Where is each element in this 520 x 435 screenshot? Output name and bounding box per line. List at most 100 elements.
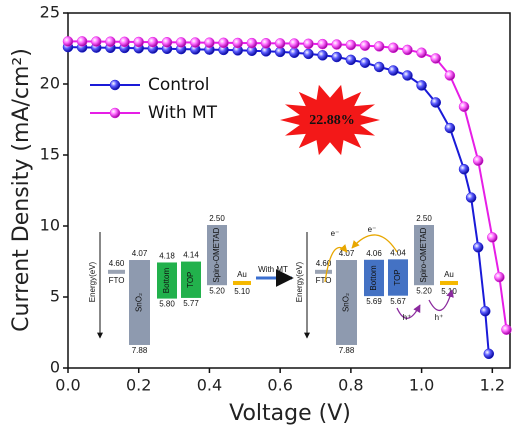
layer-box — [388, 259, 408, 296]
data-point — [444, 70, 456, 81]
legend-label: Control — [148, 75, 209, 95]
data-point — [289, 38, 300, 49]
y-tick-label: 20 — [40, 74, 60, 93]
x-axis-label: Voltage (V) — [229, 401, 351, 426]
layer-box — [181, 261, 201, 298]
x-tick-label: 0.8 — [338, 376, 363, 395]
x-tick-label: 1.2 — [480, 376, 505, 395]
data-point — [359, 57, 371, 68]
layer-name: FTO — [316, 276, 332, 285]
level-value: 4.06 — [366, 249, 382, 258]
x-tick-label: 0.0 — [55, 376, 80, 395]
carrier-label: e⁻ — [368, 225, 377, 234]
data-point — [260, 37, 272, 49]
plot-frame — [67, 12, 511, 369]
data-point — [402, 70, 413, 81]
level-value: 4.07 — [339, 249, 355, 258]
level-value: 4.18 — [159, 252, 175, 261]
data-point — [373, 41, 385, 52]
arrow-label: With MT — [258, 265, 288, 274]
layer-box — [336, 260, 357, 345]
data-point — [465, 192, 477, 203]
level-value: 7.88 — [132, 346, 148, 355]
hole-path — [428, 289, 454, 311]
data-point — [458, 101, 470, 112]
data-point — [430, 53, 441, 64]
layer-name: Spiro-OMETAD — [419, 227, 428, 282]
legend-marker — [109, 107, 121, 119]
y-tick-label: 5 — [50, 287, 60, 306]
star-burst — [280, 84, 380, 156]
level-bar — [108, 269, 125, 274]
hole-path — [396, 304, 421, 319]
data-point — [303, 38, 314, 50]
data-point — [147, 36, 159, 48]
data-point — [494, 271, 505, 283]
data-point — [133, 36, 144, 48]
y-tick-label: 10 — [40, 216, 60, 235]
y-tick-label: 25 — [40, 3, 60, 22]
level-value: 2.50 — [416, 214, 432, 223]
legend-label: With MT — [148, 103, 218, 123]
layer-name: Bottom — [369, 265, 378, 291]
data-point — [317, 38, 328, 50]
data-point — [105, 36, 116, 47]
y-tick-label: 0 — [50, 358, 60, 377]
layer-name: Au — [444, 270, 454, 279]
data-point — [91, 36, 102, 47]
layer-name: Au — [237, 270, 247, 279]
level-value: 5.80 — [159, 300, 175, 309]
data-point — [388, 65, 399, 76]
level-value: 4.07 — [132, 249, 148, 258]
carrier-label: h⁺ — [403, 313, 412, 322]
data-point — [345, 39, 357, 51]
level-value: 5.77 — [183, 299, 199, 308]
layer-box — [129, 260, 150, 345]
level-value: 5.67 — [390, 297, 406, 306]
layer-box — [364, 259, 384, 297]
data-point — [479, 305, 491, 317]
x-tick-label: 1.0 — [409, 376, 434, 395]
data-point — [76, 36, 88, 47]
data-point — [483, 348, 495, 360]
data-point — [487, 232, 498, 243]
data-point — [175, 37, 187, 48]
level-value: 5.69 — [366, 297, 382, 306]
level-bar — [440, 280, 458, 285]
data-point — [359, 40, 371, 51]
level-value: 4.60 — [109, 259, 125, 268]
data-point — [416, 47, 427, 59]
data-point — [388, 42, 399, 54]
layer-name: TOP — [393, 269, 402, 285]
level-value: 4.04 — [390, 248, 406, 257]
energy-axis-label: Energy(eV) — [295, 261, 304, 302]
level-value: 5.20 — [416, 286, 432, 295]
level-value: 5.10 — [441, 287, 457, 296]
level-value: 5.20 — [209, 286, 225, 295]
x-tick-label: 0.6 — [267, 376, 292, 395]
y-axis-label: Current Density (mA/cm²) — [9, 48, 34, 332]
layer-name: TOP — [186, 272, 195, 288]
level-value: 5.10 — [234, 287, 250, 296]
layer-name: SnO₂ — [135, 293, 144, 312]
carrier-label: e⁻ — [331, 229, 340, 238]
data-point — [119, 36, 130, 48]
layer-name: Bottom — [162, 268, 171, 294]
x-tick-label: 0.4 — [197, 376, 222, 395]
data-point — [472, 155, 484, 166]
data-point — [218, 37, 229, 49]
data-point — [416, 80, 427, 91]
layer-box — [414, 225, 434, 286]
data-point — [317, 50, 328, 61]
data-point — [444, 122, 456, 134]
data-point — [303, 48, 314, 60]
layer-name: SnO₂ — [342, 293, 351, 312]
level-bar — [315, 269, 332, 274]
data-point — [331, 39, 342, 50]
data-point — [472, 242, 484, 253]
data-point — [274, 38, 286, 49]
electron-path — [351, 234, 398, 253]
data-point — [289, 47, 300, 59]
level-value: 2.50 — [209, 214, 225, 223]
